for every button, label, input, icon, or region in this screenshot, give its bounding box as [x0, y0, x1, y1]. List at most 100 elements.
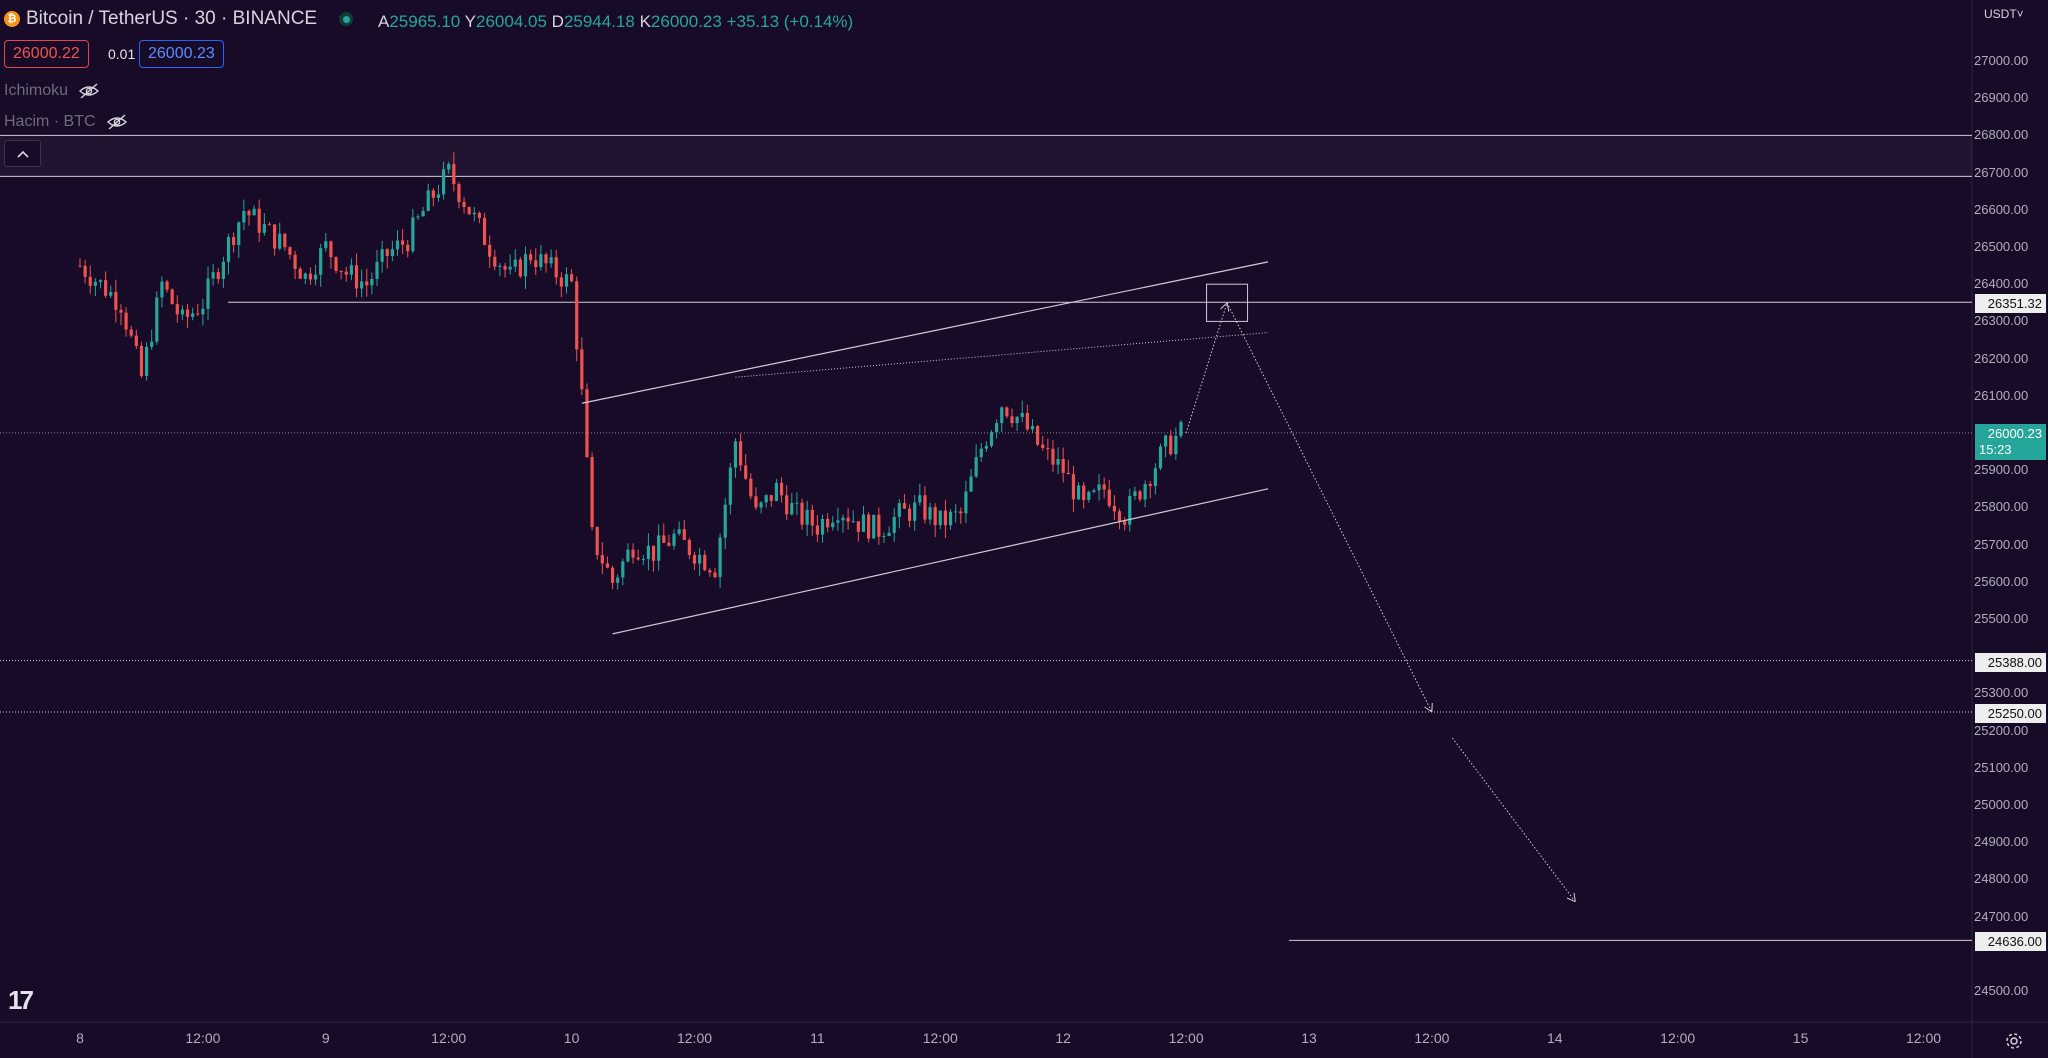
candle[interactable] [498, 262, 502, 277]
candle[interactable] [651, 545, 656, 572]
candle[interactable] [733, 438, 738, 478]
candle[interactable] [836, 507, 840, 531]
candle[interactable] [293, 250, 297, 280]
candle[interactable] [354, 253, 359, 298]
candle[interactable] [411, 208, 415, 254]
candle[interactable] [779, 477, 784, 503]
candle[interactable] [616, 574, 620, 590]
candle[interactable] [508, 254, 512, 275]
candle[interactable] [549, 249, 553, 268]
candle[interactable] [165, 279, 169, 293]
candle[interactable] [882, 532, 886, 544]
candle[interactable] [933, 503, 937, 538]
candle[interactable] [626, 543, 630, 563]
candle[interactable] [365, 268, 369, 297]
candle[interactable] [334, 256, 338, 274]
candle[interactable] [1025, 404, 1029, 432]
candle[interactable] [667, 534, 671, 547]
candle[interactable] [462, 196, 466, 214]
candle[interactable] [708, 568, 712, 577]
projection-arrow[interactable] [1451, 737, 1576, 903]
candle[interactable] [88, 265, 92, 294]
candle[interactable] [554, 250, 558, 285]
candle[interactable] [431, 188, 435, 207]
candle[interactable] [738, 433, 743, 472]
candle[interactable] [144, 342, 149, 381]
eye-hidden-icon[interactable] [106, 114, 128, 130]
projection-arrow[interactable] [1185, 302, 1230, 434]
symbol-header[interactable]: ₿ Bitcoin / TetherUS · 30 · BINANCE [4, 8, 354, 30]
candle[interactable] [262, 212, 266, 236]
candle[interactable] [477, 211, 482, 224]
candle[interactable] [1041, 436, 1045, 451]
candle[interactable] [867, 512, 871, 543]
candle[interactable] [447, 161, 451, 174]
candle[interactable] [150, 329, 154, 350]
candle[interactable] [513, 249, 517, 273]
projection-arrow[interactable] [1226, 302, 1433, 713]
candle[interactable] [1123, 517, 1127, 531]
candle[interactable] [744, 454, 748, 481]
indicator-volume[interactable]: Hacim · BTC [4, 113, 128, 131]
candle[interactable] [1153, 463, 1157, 495]
candle[interactable] [139, 341, 144, 378]
candle[interactable] [913, 494, 917, 531]
candle[interactable] [1061, 447, 1065, 483]
candle[interactable] [283, 233, 287, 251]
candle[interactable] [974, 444, 978, 478]
candle[interactable] [918, 483, 922, 506]
candle[interactable] [902, 493, 907, 509]
candle[interactable] [964, 480, 968, 523]
candle[interactable] [631, 543, 635, 564]
candle[interactable] [1051, 440, 1055, 473]
candle[interactable] [375, 249, 379, 287]
candle[interactable] [298, 266, 302, 279]
candle[interactable] [805, 500, 809, 536]
candle[interactable] [662, 523, 666, 544]
candle[interactable] [78, 258, 82, 268]
candle[interactable] [529, 249, 533, 265]
candle[interactable] [943, 499, 948, 539]
candle[interactable] [851, 510, 855, 523]
candle[interactable] [959, 507, 963, 524]
candle[interactable] [872, 514, 876, 539]
candle[interactable] [216, 267, 220, 284]
candle[interactable] [785, 485, 789, 520]
candle[interactable] [1020, 400, 1024, 423]
candle[interactable] [590, 452, 594, 531]
candle[interactable] [104, 271, 108, 298]
candle[interactable] [1097, 473, 1101, 501]
candle[interactable] [682, 519, 686, 541]
candle[interactable] [559, 272, 563, 298]
candle[interactable] [1015, 415, 1019, 431]
candle[interactable] [877, 507, 881, 545]
candle[interactable] [1000, 406, 1004, 433]
candle[interactable] [503, 262, 507, 278]
candle[interactable] [401, 228, 405, 255]
candle[interactable] [754, 487, 758, 511]
candle[interactable] [595, 526, 599, 560]
market-status-icon[interactable] [339, 12, 354, 26]
candlesticks[interactable] [78, 152, 1183, 590]
candle[interactable] [795, 492, 799, 516]
candle[interactable] [575, 276, 579, 362]
candle[interactable] [764, 494, 768, 508]
candle[interactable] [692, 551, 697, 571]
candle[interactable] [790, 493, 794, 516]
trend-drawings[interactable] [581, 261, 1576, 903]
candle[interactable] [1046, 438, 1050, 461]
candle[interactable] [600, 542, 604, 575]
candle[interactable] [134, 329, 138, 349]
candle[interactable] [923, 486, 927, 524]
candle[interactable] [995, 419, 999, 439]
candle[interactable] [267, 222, 272, 226]
candle[interactable] [636, 549, 640, 561]
candle[interactable] [344, 266, 348, 282]
candle[interactable] [969, 468, 973, 493]
candle[interactable] [395, 230, 400, 256]
candle[interactable] [1076, 482, 1081, 501]
candle[interactable] [677, 521, 681, 536]
candle[interactable] [989, 430, 994, 448]
candle[interactable] [237, 221, 241, 258]
